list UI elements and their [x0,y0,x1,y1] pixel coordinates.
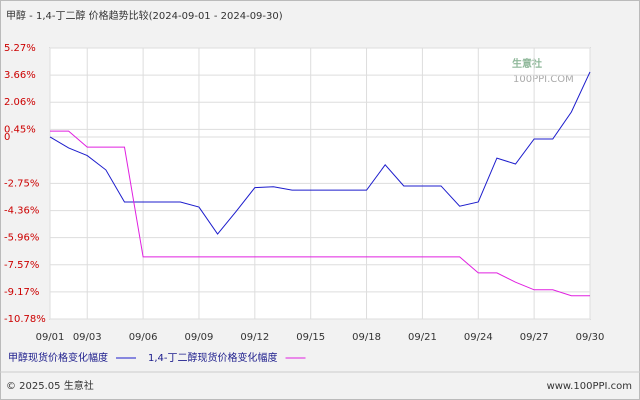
y-tick-label: 5.27% [4,43,36,54]
x-tick-label: 09/03 [73,332,102,343]
legend-label: 甲醇现货价格变化幅度 [8,351,108,364]
footer-url: www.100PPI.com [547,381,632,392]
x-tick-label: 09/18 [352,332,381,343]
x-tick-label: 09/12 [240,332,269,343]
y-tick-label: -5.96% [4,233,39,244]
x-tick-label: 09/27 [520,332,549,343]
series-line [50,130,590,297]
y-tick-label: -7.57% [4,260,39,271]
y-tick-label: 0 [4,132,10,143]
y-tick-label: 0.45% [4,124,36,135]
y-tick-label: 2.06% [4,97,36,108]
y-tick-label: -4.36% [4,206,39,217]
x-tick-label: 09/15 [296,332,325,343]
chart-title: 甲醇 - 1,4-丁二醇 价格趋势比较(2024-09-01 - 2024-09… [6,9,283,22]
x-tick-label: 09/01 [36,332,65,343]
x-tick-label: 09/30 [576,332,605,343]
x-tick-label: 09/21 [408,332,437,343]
y-tick-label: -10.78% [4,314,46,325]
footer-copyright: © 2025.05 生意社 [6,379,94,392]
y-tick-label: -9.17% [4,287,39,298]
x-tick-label: 09/09 [185,332,214,343]
x-tick-label: 09/24 [464,332,493,343]
series-line [49,71,591,235]
y-tick-label: 3.66% [4,70,36,81]
watermark-name: 生意社 [512,57,542,70]
watermark-site: 100PPI.COM [513,74,574,85]
y-tick-label: -2.75% [4,178,39,189]
legend-label: 1,4-丁二醇现货价格变化幅度 [148,351,278,364]
x-tick-label: 09/06 [129,332,158,343]
